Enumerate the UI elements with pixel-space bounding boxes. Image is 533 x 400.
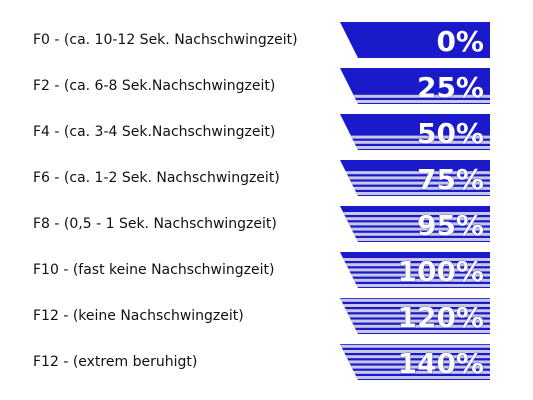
- percent-badge: 95%: [340, 206, 490, 242]
- scale-row: F2 - (ca. 6-8 Sek.Nachschwingzeit) 25%: [0, 66, 533, 106]
- percent-value: 100%: [397, 255, 484, 288]
- badge-stripe: [340, 370, 490, 374]
- scale-row: F0 - (ca. 10-12 Sek. Nachschwingzeit) 0%: [0, 20, 533, 60]
- percent-value: 140%: [397, 347, 484, 380]
- badge-stripe: [340, 278, 490, 282]
- row-label: F0 - (ca. 10-12 Sek. Nachschwingzeit): [33, 32, 298, 48]
- badge-stripe: [340, 232, 490, 236]
- badge-stripe: [340, 181, 490, 185]
- row-label: F12 - (keine Nachschwingzeit): [33, 308, 244, 324]
- badge-stripes: [340, 258, 490, 287]
- percent-value: 120%: [397, 301, 484, 334]
- badge-stripe: [340, 176, 490, 180]
- row-label: F2 - (ca. 6-8 Sek.Nachschwingzeit): [33, 78, 276, 94]
- badge-stripe: [340, 146, 490, 149]
- scale-row: F10 - (fast keine Nachschwingzeit) 100%: [0, 250, 533, 290]
- percent-badge: 25%: [340, 68, 490, 104]
- badge-stripe: [340, 330, 490, 333]
- scale-row: F4 - (ca. 3-4 Sek.Nachschwingzeit) 50%: [0, 112, 533, 152]
- badge-stripe: [340, 360, 490, 364]
- percent-badge: 120%: [340, 298, 490, 334]
- badge-stripe: [340, 355, 490, 359]
- badge-stripes: [340, 340, 500, 379]
- badge-stripe: [340, 238, 490, 241]
- badge-stripe: [340, 94, 490, 98]
- badge-stripe: [340, 212, 490, 215]
- badge-stripe: [340, 350, 490, 353]
- row-label: F6 - (ca. 1-2 Sek. Nachschwingzeit): [33, 170, 280, 186]
- percent-badge: 0%: [340, 22, 490, 58]
- badge-stripe: [340, 340, 500, 343]
- badge-stripe: [340, 309, 490, 313]
- badge-stripe: [340, 268, 490, 272]
- scale-row: F6 - (ca. 1-2 Sek. Nachschwingzeit) 75%: [0, 158, 533, 198]
- badge-stripes: [340, 171, 490, 195]
- badge-stripe: [340, 314, 490, 318]
- badge-stripe: [340, 222, 490, 226]
- percent-badge: 100%: [340, 252, 490, 288]
- scale-row: F12 - (extrem beruhigt) 140%: [0, 342, 533, 382]
- badge-stripe: [340, 319, 490, 323]
- badge-stripes: [340, 135, 490, 149]
- badge-stripe: [340, 135, 490, 139]
- percent-value: 75%: [417, 163, 484, 196]
- badge-stripes: [340, 212, 490, 241]
- scale-row: F12 - (keine Nachschwingzeit) 120%: [0, 296, 533, 336]
- row-label: F12 - (extrem beruhigt): [33, 354, 198, 370]
- badge-stripe: [340, 140, 490, 144]
- badge-stripe: [340, 171, 490, 175]
- badge-stripe: [340, 186, 490, 190]
- percent-value: 0%: [436, 25, 484, 58]
- badge-stripe: [340, 376, 490, 379]
- badge-stripe: [340, 365, 490, 369]
- badge-stripe: [340, 304, 490, 307]
- percent-value: 25%: [417, 71, 484, 104]
- badge-stripes: [340, 94, 490, 103]
- row-label: F10 - (fast keine Nachschwingzeit): [33, 262, 275, 278]
- row-label: F4 - (ca. 3-4 Sek.Nachschwingzeit): [33, 124, 276, 140]
- percent-badge: 50%: [340, 114, 490, 150]
- badge-stripes: [340, 298, 490, 333]
- row-label: F8 - (0,5 - 1 Sek. Nachschwingzeit): [33, 216, 277, 232]
- percent-value: 95%: [417, 209, 484, 242]
- badge-stripe: [340, 100, 490, 103]
- badge-stripe: [340, 263, 490, 267]
- badge-stripe: [340, 227, 490, 231]
- percent-badge: 75%: [340, 160, 490, 196]
- badge-stripe: [340, 273, 490, 277]
- badge-shape: [340, 22, 490, 58]
- scale-row: F8 - (0,5 - 1 Sek. Nachschwingzeit) 95%: [0, 204, 533, 244]
- badge-stripe: [340, 192, 490, 195]
- badge-stripe: [340, 217, 490, 221]
- badge-stripe: [340, 324, 490, 328]
- badge-stripe: [340, 284, 490, 287]
- badge-stripe: [340, 258, 490, 261]
- badge-stripe: [340, 344, 490, 348]
- percent-badge: 140%: [340, 340, 500, 380]
- percent-value: 50%: [417, 117, 484, 150]
- badge-stripe: [340, 298, 490, 302]
